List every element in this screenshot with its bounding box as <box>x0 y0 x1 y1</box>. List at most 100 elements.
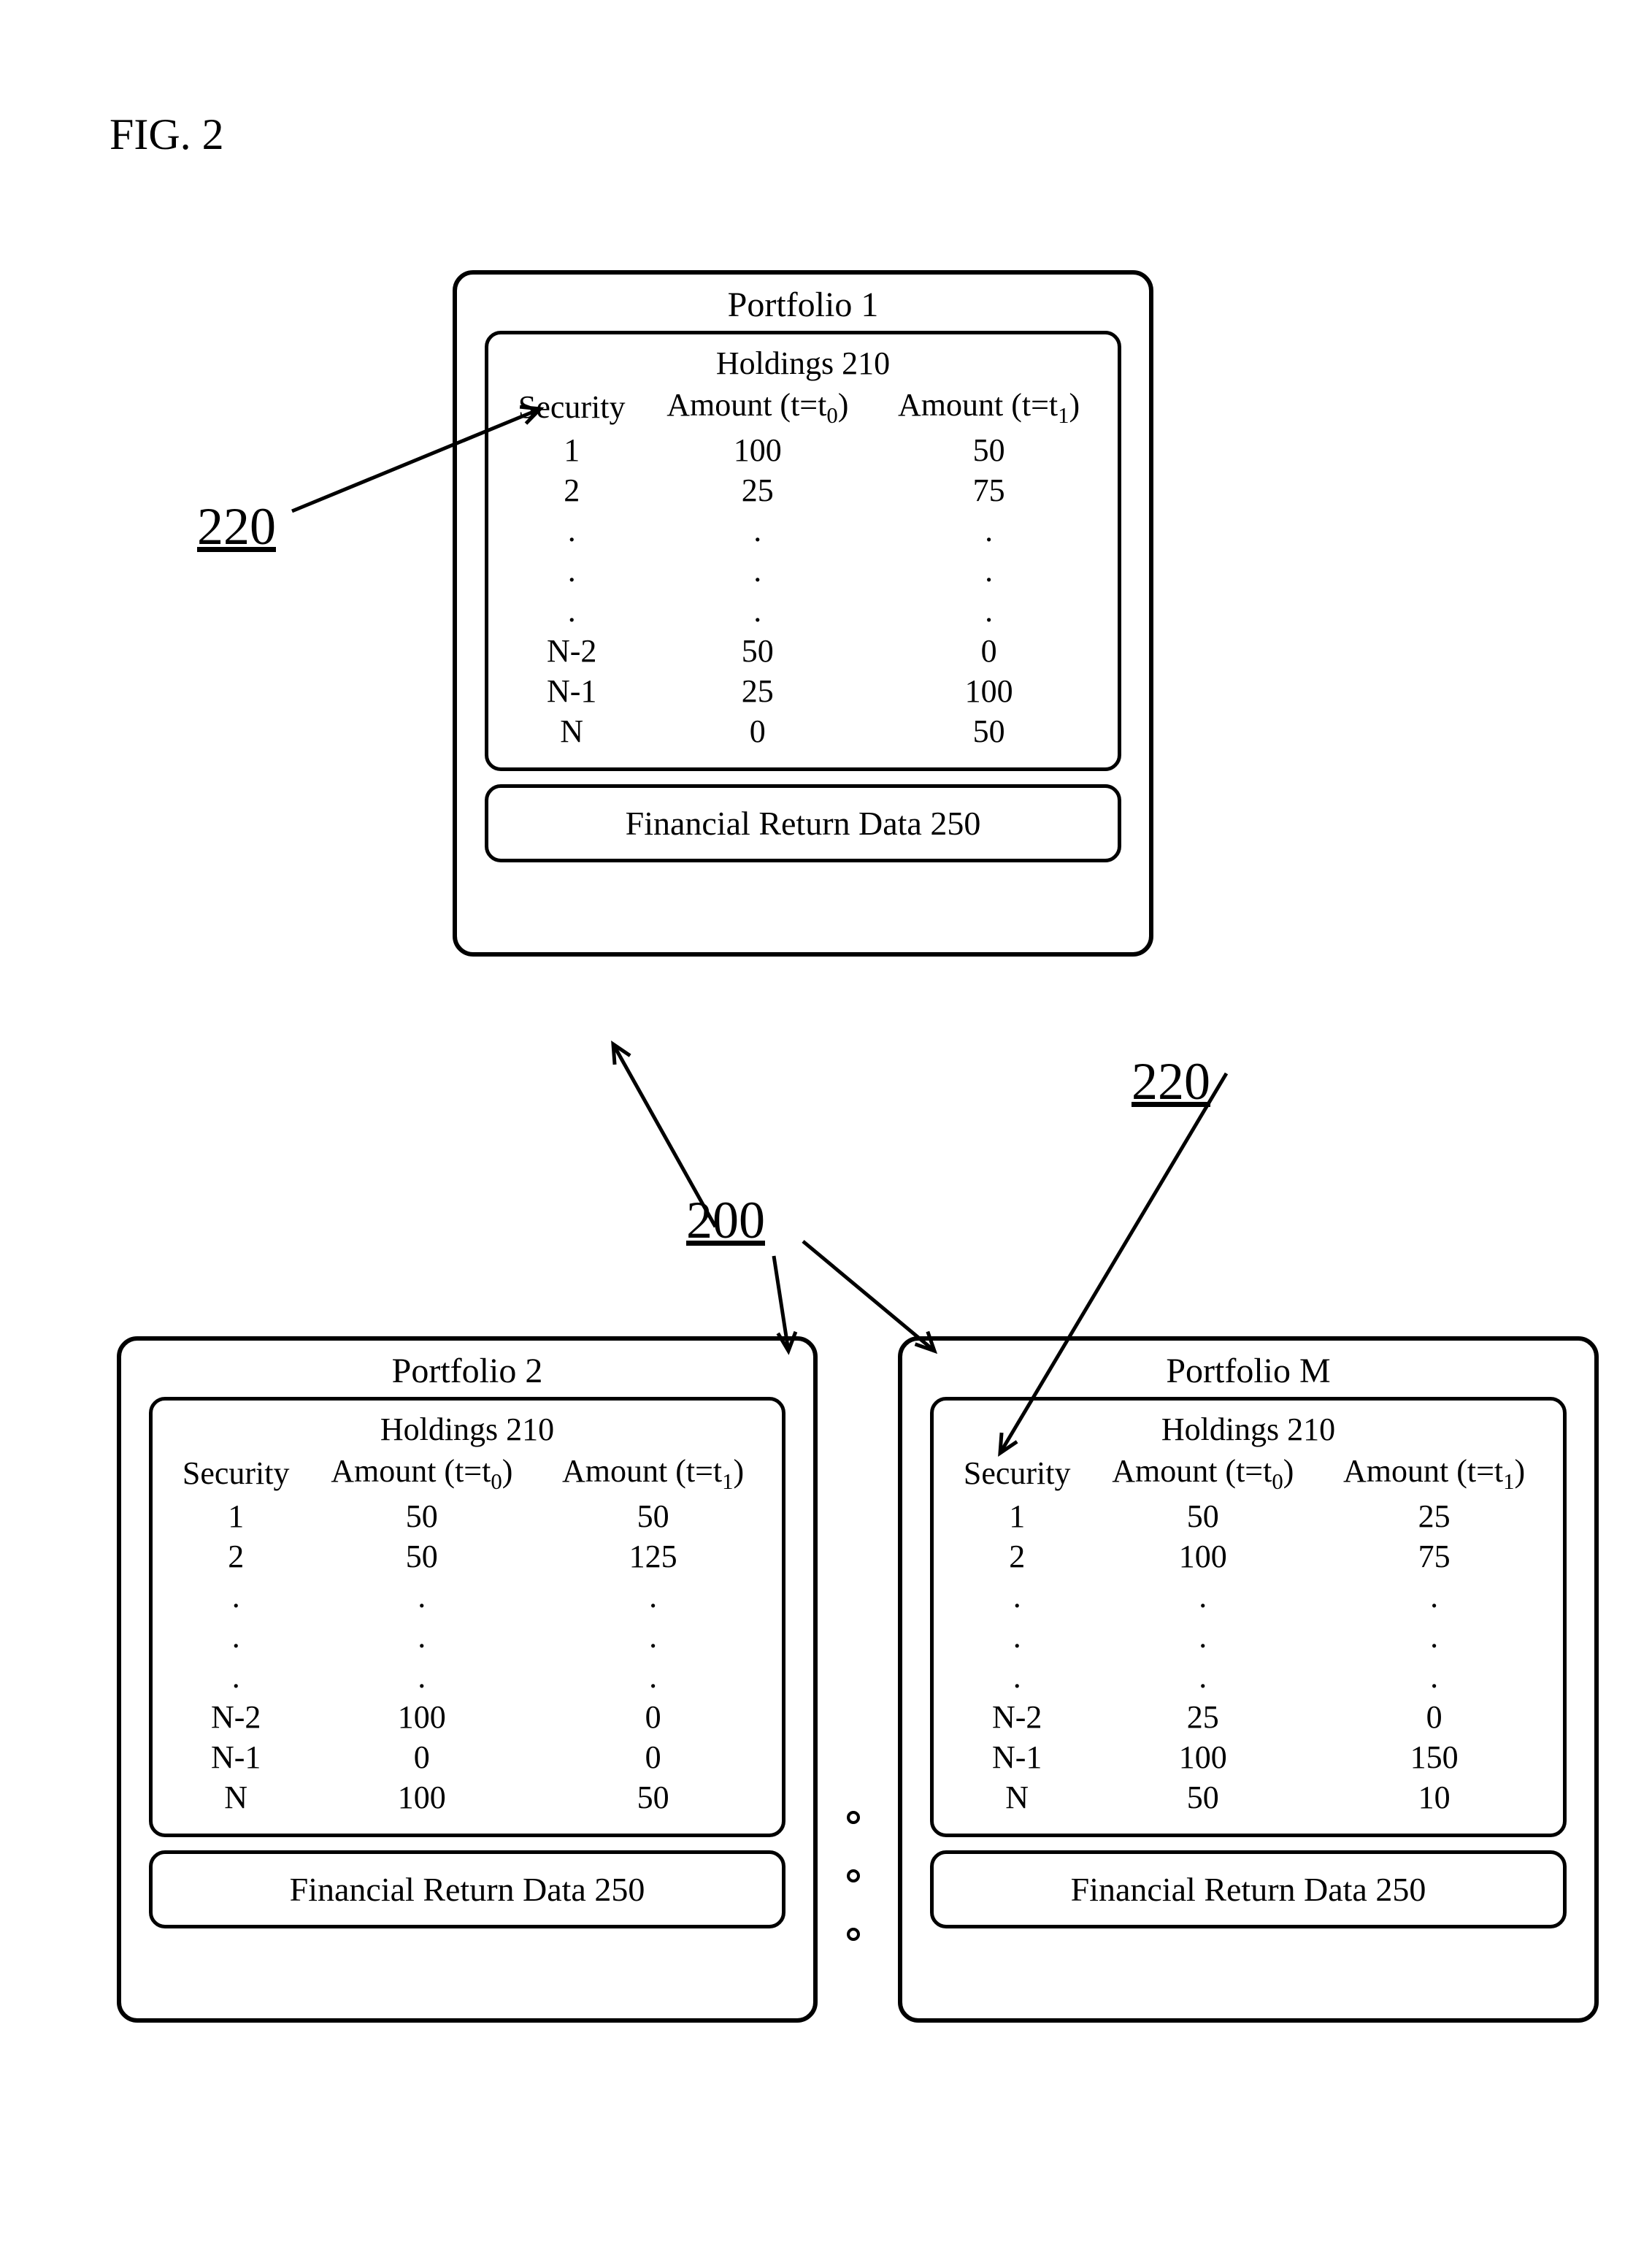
cell: . <box>873 551 1104 591</box>
cell: 1 <box>947 1496 1087 1536</box>
table-header-row: Security Amount (t=t0) Amount (t=t1) <box>502 385 1104 430</box>
figure-label: FIG. 2 <box>110 110 224 160</box>
callout-220-a: 220 <box>197 497 276 557</box>
portfolio-2-title: Portfolio 2 <box>121 1351 813 1391</box>
cell: . <box>502 591 642 631</box>
cell: N-1 <box>166 1737 306 1777</box>
table-row: ... <box>502 551 1104 591</box>
cell: . <box>1087 1577 1318 1617</box>
portfolio-m-title: Portfolio M <box>902 1351 1594 1391</box>
table-row: N10050 <box>166 1777 769 1817</box>
table-row: 210075 <box>947 1536 1550 1577</box>
cell: 50 <box>873 711 1104 751</box>
cell: 2 <box>502 470 642 510</box>
table-row: ... <box>166 1617 769 1657</box>
cell: N-2 <box>947 1697 1087 1737</box>
cell: 100 <box>306 1697 537 1737</box>
col-t0-sub: 0 <box>1272 1469 1283 1494</box>
cell: N-1 <box>947 1737 1087 1777</box>
col-t0-close: ) <box>502 1453 513 1489</box>
table-row: 15025 <box>947 1496 1550 1536</box>
cell: 100 <box>306 1777 537 1817</box>
table-header-row: Security Amount (t=t0) Amount (t=t1) <box>166 1451 769 1496</box>
col-t0-text: Amount (t=t <box>666 387 826 423</box>
cell: . <box>1087 1617 1318 1657</box>
cell: . <box>537 1577 769 1617</box>
cell: 150 <box>1318 1737 1550 1777</box>
cell: N-2 <box>166 1697 306 1737</box>
col-t0-text: Amount (t=t <box>1112 1453 1272 1489</box>
cell: 75 <box>1318 1536 1550 1577</box>
cell: N <box>502 711 642 751</box>
cell: . <box>947 1657 1087 1697</box>
cell: 25 <box>642 470 873 510</box>
cell: 50 <box>642 631 873 671</box>
portfolio-1-title: Portfolio 1 <box>457 285 1149 325</box>
table-row: 22575 <box>502 470 1104 510</box>
cell: . <box>947 1577 1087 1617</box>
col-t1-text: Amount (t=t <box>562 1453 722 1489</box>
col-t1-close: ) <box>1515 1453 1526 1489</box>
portfolio-2-holdings-box: Holdings 210 Security Amount (t=t0) Amou… <box>149 1397 785 1837</box>
portfolio-1-holdings-table: Security Amount (t=t0) Amount (t=t1) 110… <box>502 385 1104 751</box>
cell: 100 <box>873 671 1104 711</box>
table-row: 110050 <box>502 430 1104 470</box>
cell: 50 <box>1087 1777 1318 1817</box>
portfolio-2-holdings-label: Holdings 210 <box>166 1411 769 1448</box>
cell: N <box>166 1777 306 1817</box>
portfolio-1-holdings-box: Holdings 210 Security Amount (t=t0) Amou… <box>485 331 1121 771</box>
table-row: N-125100 <box>502 671 1104 711</box>
portfolio-2-holdings-table: Security Amount (t=t0) Amount (t=t1) 150… <box>166 1451 769 1817</box>
col-t1-sub: 1 <box>1503 1469 1514 1494</box>
cell: . <box>502 510 642 551</box>
cell: . <box>306 1617 537 1657</box>
col-amount-t1: Amount (t=t1) <box>537 1451 769 1496</box>
table-row: N-100 <box>166 1737 769 1777</box>
portfolio-1-return-box: Financial Return Data 250 <box>485 784 1121 862</box>
portfolio-2-card: Portfolio 2 Holdings 210 Security Amount… <box>117 1336 818 2023</box>
table-row: ... <box>947 1657 1550 1697</box>
col-t0-sub: 0 <box>491 1469 502 1494</box>
table-row: N050 <box>502 711 1104 751</box>
cell: 50 <box>537 1496 769 1536</box>
col-t1-sub: 1 <box>722 1469 733 1494</box>
cell: 50 <box>537 1777 769 1817</box>
col-t0-text: Amount (t=t <box>331 1453 491 1489</box>
col-t1-text: Amount (t=t <box>898 387 1058 423</box>
col-t0-sub: 0 <box>826 403 837 428</box>
table-row: ... <box>166 1577 769 1617</box>
cell: 2 <box>166 1536 306 1577</box>
cell: 0 <box>306 1737 537 1777</box>
table-row: 15050 <box>166 1496 769 1536</box>
portfolio-m-card: Portfolio M Holdings 210 Security Amount… <box>898 1336 1599 2023</box>
portfolio-2-return-box: Financial Return Data 250 <box>149 1850 785 1928</box>
portfolio-m-holdings-box: Holdings 210 Security Amount (t=t0) Amou… <box>930 1397 1567 1837</box>
cell: 0 <box>642 711 873 751</box>
table-row: N5010 <box>947 1777 1550 1817</box>
col-amount-t0: Amount (t=t0) <box>1087 1451 1318 1496</box>
callout-220-b: 220 <box>1132 1051 1210 1112</box>
portfolio-1-holdings-label: Holdings 210 <box>502 345 1104 382</box>
table-row: ... <box>947 1617 1550 1657</box>
ellipsis-dot <box>847 1869 860 1882</box>
cell: . <box>1318 1617 1550 1657</box>
col-security: Security <box>166 1451 306 1496</box>
table-row: ... <box>502 591 1104 631</box>
cell: N-1 <box>502 671 642 711</box>
ellipsis-dot <box>847 1811 860 1824</box>
col-t1-close: ) <box>1069 387 1080 423</box>
cell: 0 <box>873 631 1104 671</box>
col-t1-sub: 1 <box>1058 403 1069 428</box>
col-amount-t0: Amount (t=t0) <box>306 1451 537 1496</box>
cell: 50 <box>306 1536 537 1577</box>
cell: 100 <box>642 430 873 470</box>
cell: 75 <box>873 470 1104 510</box>
col-t1-text: Amount (t=t <box>1343 1453 1503 1489</box>
cell: 0 <box>537 1737 769 1777</box>
cell: . <box>306 1577 537 1617</box>
col-security: Security <box>947 1451 1087 1496</box>
cell: 50 <box>306 1496 537 1536</box>
cell: 25 <box>1318 1496 1550 1536</box>
col-t1-close: ) <box>734 1453 745 1489</box>
portfolio-1-card: Portfolio 1 Holdings 210 Security Amount… <box>453 270 1153 957</box>
